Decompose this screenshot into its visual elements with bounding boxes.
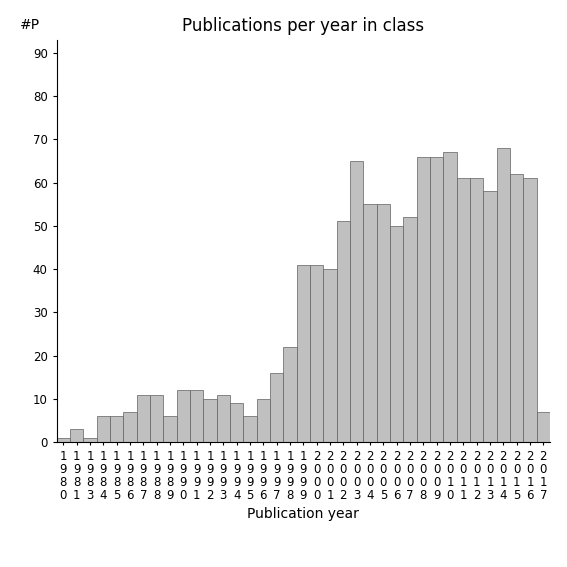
Bar — [523, 178, 536, 442]
Bar — [70, 429, 83, 442]
Bar — [257, 399, 270, 442]
Bar — [163, 416, 177, 442]
X-axis label: Publication year: Publication year — [247, 507, 359, 522]
Bar — [204, 399, 217, 442]
Bar — [337, 222, 350, 442]
Bar — [57, 438, 70, 442]
Bar — [110, 416, 124, 442]
Title: Publications per year in class: Publications per year in class — [182, 18, 425, 35]
Bar — [510, 174, 523, 442]
Bar — [297, 265, 310, 442]
Bar — [270, 373, 284, 442]
Bar — [443, 152, 456, 442]
Bar — [137, 395, 150, 442]
Bar — [150, 395, 163, 442]
Bar — [363, 204, 376, 442]
Bar — [230, 403, 243, 442]
Bar — [190, 390, 204, 442]
Bar — [323, 269, 337, 442]
Bar — [217, 395, 230, 442]
Bar — [497, 148, 510, 442]
Bar — [470, 178, 483, 442]
Bar — [243, 416, 257, 442]
Bar — [350, 161, 363, 442]
Bar — [417, 156, 430, 442]
Bar — [536, 412, 550, 442]
Bar — [430, 156, 443, 442]
Bar — [456, 178, 470, 442]
Bar — [284, 347, 297, 442]
Y-axis label: #P: #P — [19, 18, 40, 32]
Bar — [97, 416, 110, 442]
Bar — [483, 191, 497, 442]
Bar — [376, 204, 390, 442]
Bar — [403, 217, 417, 442]
Bar — [177, 390, 190, 442]
Bar — [390, 226, 403, 442]
Bar — [310, 265, 323, 442]
Bar — [124, 412, 137, 442]
Bar — [83, 438, 97, 442]
